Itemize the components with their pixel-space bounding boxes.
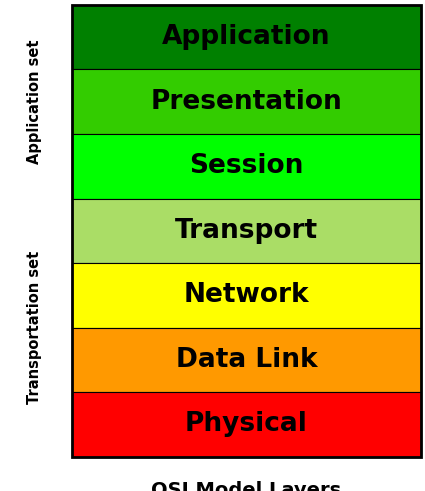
Bar bbox=[72, 327, 421, 392]
Bar bbox=[72, 5, 421, 69]
Bar bbox=[72, 392, 421, 457]
Text: OSI Model Layers: OSI Model Layers bbox=[151, 481, 342, 491]
Text: Transport: Transport bbox=[175, 218, 318, 244]
Text: Session: Session bbox=[189, 153, 304, 179]
Bar bbox=[72, 5, 421, 457]
Bar bbox=[72, 134, 421, 198]
Bar bbox=[72, 263, 421, 327]
Bar bbox=[72, 198, 421, 263]
Text: Data Link: Data Link bbox=[176, 347, 317, 373]
Text: Transportation set: Transportation set bbox=[26, 251, 42, 404]
Bar bbox=[72, 69, 421, 134]
Text: Physical: Physical bbox=[185, 411, 308, 437]
Text: Application set: Application set bbox=[26, 39, 42, 164]
Text: Network: Network bbox=[184, 282, 309, 308]
Text: Application: Application bbox=[162, 24, 331, 50]
Text: Presentation: Presentation bbox=[150, 89, 343, 115]
